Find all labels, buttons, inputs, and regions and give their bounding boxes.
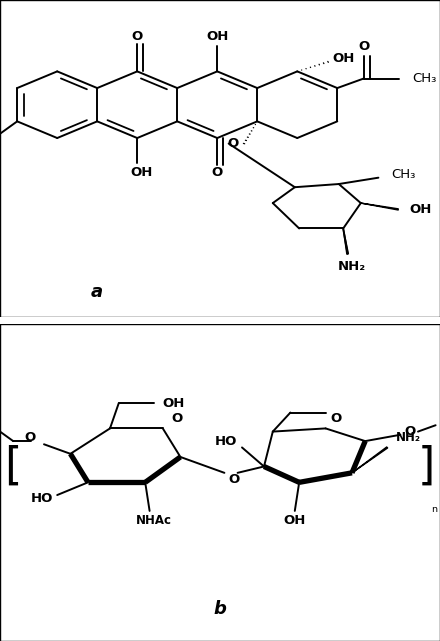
Text: O: O xyxy=(330,412,341,426)
Text: OH: OH xyxy=(409,203,432,216)
Text: ]: ] xyxy=(418,445,436,488)
Text: O: O xyxy=(358,40,369,53)
Polygon shape xyxy=(361,203,398,210)
Text: O: O xyxy=(405,425,416,438)
Text: O: O xyxy=(227,137,238,150)
Text: [: [ xyxy=(4,445,22,488)
Text: HO: HO xyxy=(30,492,53,504)
Text: NH₂: NH₂ xyxy=(396,431,421,444)
Text: O: O xyxy=(212,167,223,179)
Text: NHAc: NHAc xyxy=(136,514,172,527)
Text: OH: OH xyxy=(333,52,355,65)
Text: a: a xyxy=(91,283,103,301)
Text: O: O xyxy=(229,472,240,486)
Text: O: O xyxy=(24,431,35,444)
Text: OH: OH xyxy=(163,397,185,410)
Text: HO: HO xyxy=(215,435,238,447)
Text: O: O xyxy=(172,412,183,426)
Text: CH₃: CH₃ xyxy=(392,168,416,181)
Text: NH₂: NH₂ xyxy=(338,260,366,273)
Text: OH: OH xyxy=(284,514,306,527)
Text: OH: OH xyxy=(206,30,228,43)
Polygon shape xyxy=(343,228,348,254)
Text: b: b xyxy=(213,600,227,619)
Text: O: O xyxy=(132,30,143,43)
Text: OH: OH xyxy=(130,167,153,179)
Text: ₙ: ₙ xyxy=(431,500,437,515)
Text: CH₃: CH₃ xyxy=(412,72,436,85)
Polygon shape xyxy=(352,447,388,473)
